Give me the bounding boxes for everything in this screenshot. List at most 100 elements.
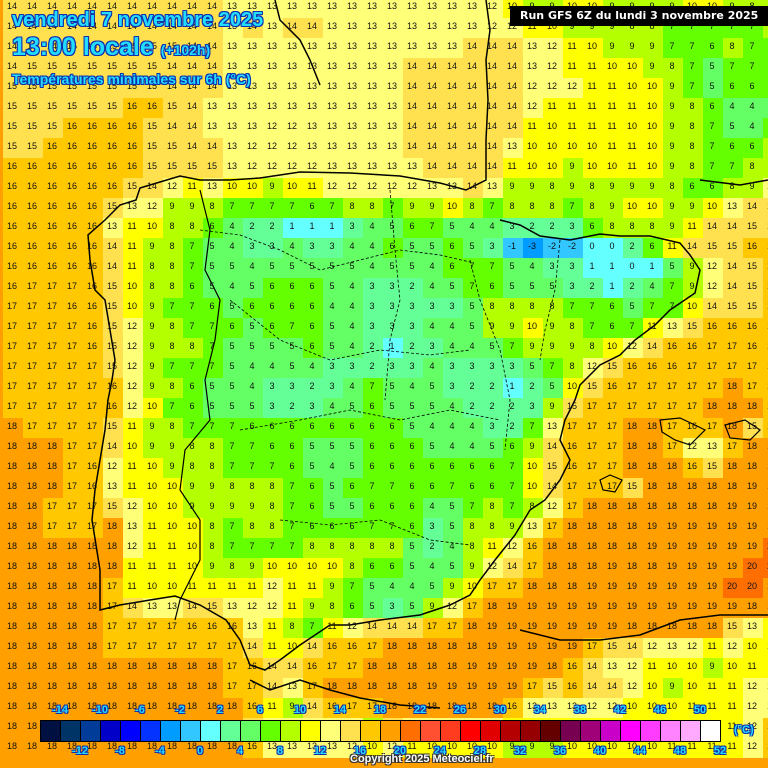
grid-value: 10 bbox=[626, 201, 637, 211]
grid-value: 10 bbox=[366, 741, 377, 751]
grid-value: 10 bbox=[646, 161, 657, 171]
legend-label: 28 bbox=[473, 745, 487, 757]
grid-value: 5 bbox=[469, 241, 475, 251]
grid-value: 6 bbox=[209, 301, 215, 311]
grid-value: 17 bbox=[106, 581, 117, 591]
grid-value: 8 bbox=[329, 541, 335, 551]
grid-value: 13 bbox=[326, 741, 337, 751]
grid-value: 12 bbox=[346, 621, 357, 631]
grid-value: 9 bbox=[609, 41, 615, 51]
grid-value: 6 bbox=[269, 421, 275, 431]
grid-value: 19 bbox=[546, 601, 557, 611]
grid-value: 8 bbox=[169, 381, 175, 391]
grid-value: 15 bbox=[186, 161, 197, 171]
grid-value: 4 bbox=[449, 541, 455, 551]
legend-swatch bbox=[481, 721, 501, 741]
grid-value: 8 bbox=[762, 141, 768, 151]
grid-value: 9 bbox=[669, 121, 675, 131]
grid-value: 19 bbox=[466, 661, 477, 671]
grid-value: 5 bbox=[509, 261, 515, 271]
grid-value: 18 bbox=[366, 661, 377, 671]
grid-value: 18 bbox=[626, 561, 637, 571]
grid-value: 8 bbox=[669, 181, 675, 191]
grid-value: 5 bbox=[529, 281, 535, 291]
grid-value: 8 bbox=[489, 521, 495, 531]
grid-value: 16 bbox=[106, 381, 117, 391]
grid-value: 3 bbox=[369, 301, 375, 311]
grid-value: 1 bbox=[649, 261, 655, 271]
legend-swatch bbox=[541, 721, 561, 741]
grid-value: 7 bbox=[389, 201, 395, 211]
grid-value: 11 bbox=[707, 741, 717, 751]
grid-value: 7 bbox=[229, 201, 235, 211]
grid-value: 9 bbox=[509, 181, 515, 191]
grid-value: 19 bbox=[666, 521, 677, 531]
grid-value: 16 bbox=[86, 281, 97, 291]
grid-value: 13 bbox=[426, 41, 437, 51]
grid-value: 10 bbox=[286, 641, 297, 651]
grid-value: 17 bbox=[606, 441, 617, 451]
grid-value: 18 bbox=[6, 481, 17, 491]
grid-value: 16 bbox=[46, 221, 57, 231]
grid-value: 10 bbox=[606, 161, 617, 171]
grid-value: 14 bbox=[206, 81, 217, 91]
grid-value: 18 bbox=[26, 601, 37, 611]
grid-value: 15 bbox=[126, 181, 137, 191]
grid-value: 9 bbox=[509, 741, 515, 751]
grid-value: 9 bbox=[609, 21, 615, 31]
legend-swatch bbox=[701, 721, 720, 741]
legend-swatch bbox=[141, 721, 161, 741]
grid-value: 18 bbox=[46, 441, 57, 451]
grid-value: 6 bbox=[389, 421, 395, 431]
grid-value: 13 bbox=[286, 41, 297, 51]
grid-value: 13 bbox=[762, 681, 768, 691]
grid-value: 3 bbox=[549, 261, 555, 271]
grid-value: 14 bbox=[426, 101, 437, 111]
grid-value: 13 bbox=[386, 121, 397, 131]
grid-value: 18 bbox=[106, 661, 117, 671]
grid-value: 10 bbox=[486, 741, 497, 751]
grid-value: 13 bbox=[466, 21, 477, 31]
grid-value: 9 bbox=[669, 81, 675, 91]
grid-value: 14 bbox=[446, 121, 457, 131]
grid-value: 9 bbox=[329, 581, 335, 591]
legend-swatch bbox=[641, 721, 661, 741]
grid-value: 12 bbox=[246, 161, 257, 171]
grid-value: 16 bbox=[686, 421, 697, 431]
grid-value: 14 bbox=[466, 181, 477, 191]
grid-value: 18 bbox=[166, 661, 177, 671]
grid-value: 13 bbox=[326, 101, 337, 111]
grid-value: 7 bbox=[269, 201, 275, 211]
grid-value: 5 bbox=[249, 281, 255, 291]
grid-value: 7 bbox=[469, 261, 475, 271]
grid-value: 16 bbox=[46, 261, 57, 271]
grid-value: 3 bbox=[489, 421, 495, 431]
legend-label: -12 bbox=[72, 745, 88, 757]
grid-value: 19 bbox=[686, 561, 697, 571]
grid-value: 17 bbox=[66, 381, 77, 391]
grid-value: 2 bbox=[369, 341, 375, 351]
grid-value: 13 bbox=[226, 141, 237, 151]
grid-value: 4 bbox=[269, 361, 275, 371]
grid-value: 10 bbox=[546, 141, 557, 151]
grid-value: 11 bbox=[127, 261, 137, 271]
grid-value: 14 bbox=[486, 101, 497, 111]
grid-value: 17 bbox=[446, 621, 457, 631]
grid-value: 11 bbox=[762, 661, 768, 671]
grid-value: 4 bbox=[529, 261, 535, 271]
grid-value: 13 bbox=[286, 101, 297, 111]
grid-value: 10 bbox=[286, 181, 297, 191]
grid-value: 9 bbox=[649, 61, 655, 71]
grid-value: 3 bbox=[449, 381, 455, 391]
grid-value: 6 bbox=[609, 301, 615, 311]
grid-value: 15 bbox=[46, 101, 57, 111]
grid-value: 15 bbox=[626, 481, 637, 491]
grid-value: 8 bbox=[369, 541, 375, 551]
grid-value: 3 bbox=[389, 601, 395, 611]
grid-value: 9 bbox=[689, 201, 695, 211]
grid-value: 18 bbox=[26, 481, 37, 491]
grid-value: 7 bbox=[289, 201, 295, 211]
grid-value: 18 bbox=[366, 681, 377, 691]
grid-value: 6 bbox=[409, 521, 415, 531]
grid-value: 17 bbox=[26, 361, 37, 371]
